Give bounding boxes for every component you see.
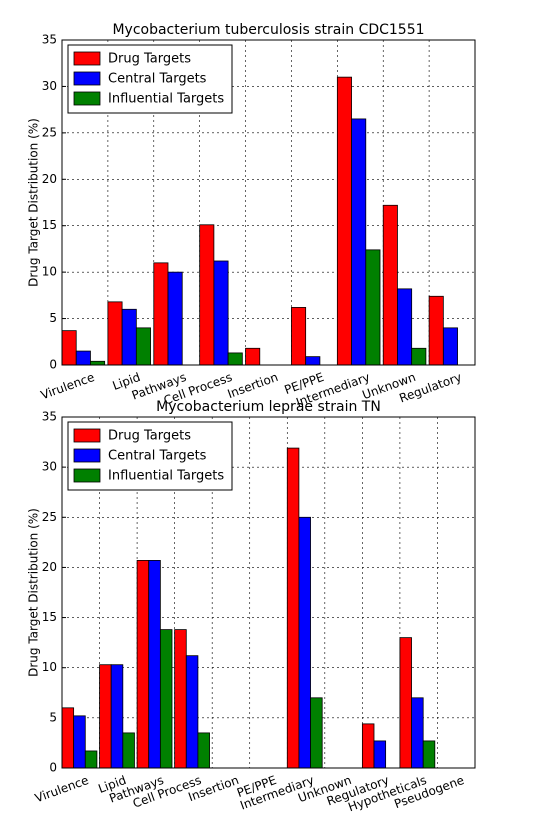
y-tick-label: 5 [49,311,57,325]
legend-text: Drug Targets [108,52,191,67]
y-tick-label: 15 [42,610,57,624]
chart-title: Mycobacterium tuberculosis strain CDC155… [112,22,424,38]
y-tick-label: 0 [49,358,57,372]
bar [199,224,215,366]
bar [373,740,387,769]
y-axis-label: Drug Target Distribution (%) [27,118,41,287]
bar [135,327,151,366]
legend-swatch [73,428,101,443]
bar [75,350,91,366]
bar [148,560,161,769]
bar [245,347,261,366]
bar [365,249,381,366]
y-tick-label: 35 [42,33,57,47]
bar [291,307,307,366]
bar [185,655,199,769]
legend-text: Central Targets [108,72,207,87]
bar [411,347,427,366]
bar [397,288,413,366]
y-tick-label: 20 [42,560,57,574]
bar [213,260,229,366]
y-tick-label: 25 [42,125,57,139]
bar [399,637,412,769]
legend-swatch [73,71,101,86]
x-tick-label: Insertion [226,370,280,401]
plot-frame [61,416,476,769]
bar [197,732,210,769]
legend-text: Influential Targets [108,92,224,107]
y-tick-label: 35 [42,410,57,424]
bar [110,664,124,769]
bar [61,330,77,366]
bar [99,664,112,769]
y-tick-label: 15 [42,218,57,232]
bar [336,76,352,366]
y-tick-label: 0 [49,761,57,775]
bar [107,301,123,366]
y-tick-label: 30 [42,79,57,93]
bar [136,560,150,769]
bar [305,356,321,366]
bar [361,723,375,769]
bar [90,360,106,366]
bar [422,740,436,769]
y-tick-label: 20 [42,172,57,186]
bar [174,629,187,769]
bar [411,697,424,769]
bar [286,447,300,769]
bar [84,750,98,769]
bar [351,118,367,366]
legend-swatch [73,51,101,66]
chart-title: Mycobacterium leprae strain TN [156,399,381,415]
legend-text: Influential Targets [108,469,224,484]
legend-swatch [73,468,101,483]
bar [382,204,398,366]
legend-swatch [73,448,101,463]
legend-swatch [73,91,101,106]
bar [73,715,86,769]
bar [121,308,137,366]
legend-text: Central Targets [108,449,207,464]
bar [298,516,311,769]
y-tick-label: 25 [42,510,57,524]
bar [227,352,243,366]
bar [159,629,173,769]
legend-text: Drug Targets [108,429,191,444]
bar [61,707,75,769]
plot-frame [61,39,476,366]
y-axis-label: Drug Target Distribution (%) [27,508,41,677]
y-tick-label: 10 [42,660,57,674]
bar [122,732,135,769]
bar [428,295,444,366]
bar [310,697,323,769]
bar [153,262,169,366]
y-tick-label: 5 [49,710,57,724]
x-tick-label: Virulence [39,370,97,402]
y-tick-label: 10 [42,265,57,279]
y-tick-label: 30 [42,460,57,474]
bar [167,271,183,366]
x-tick-label: Virulence [33,773,91,805]
bar [442,327,458,366]
